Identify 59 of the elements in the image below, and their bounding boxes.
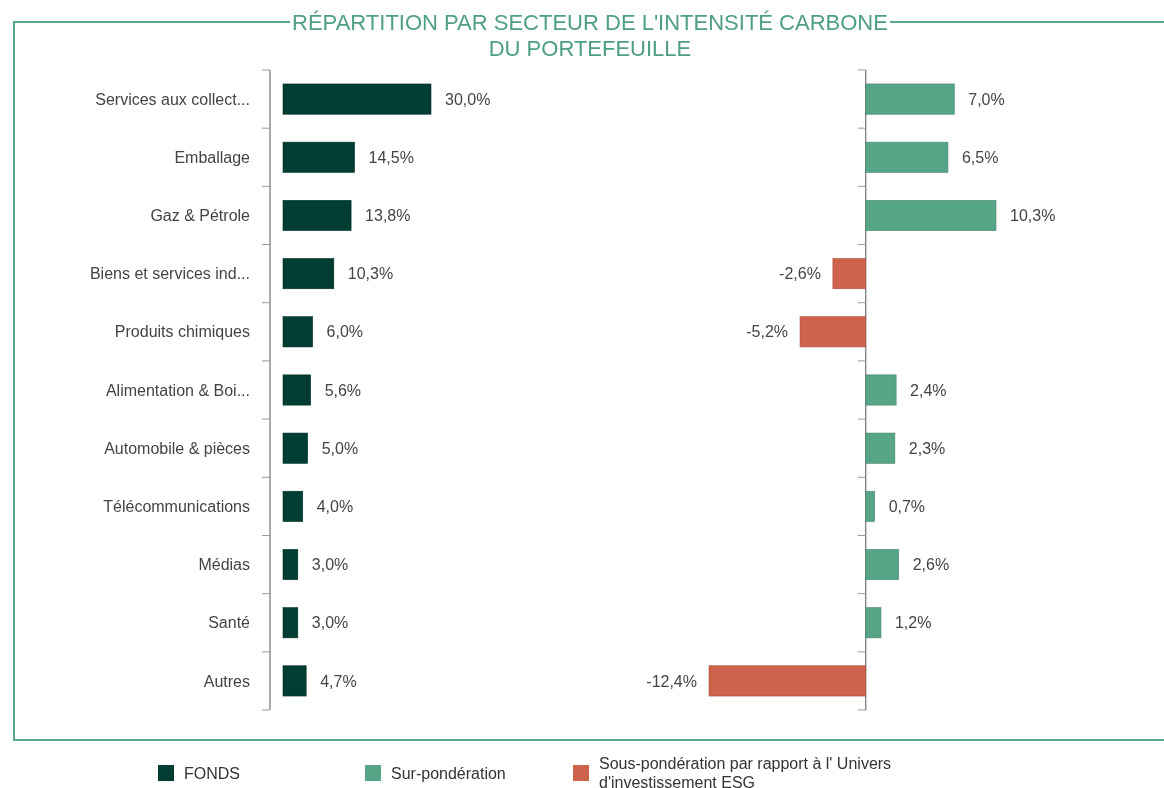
data-label: 7,0% — [968, 90, 1005, 108]
bar — [865, 374, 897, 406]
y-tick-label: Emballage — [174, 148, 251, 166]
bar — [282, 432, 308, 464]
y-tick-label: Gaz & Pétrole — [150, 207, 251, 225]
data-label: 2,4% — [910, 381, 947, 399]
y-tick-label: Télécommunications — [103, 497, 250, 515]
data-label: -2,6% — [779, 265, 821, 283]
y-tick-label: Automobile & pièces — [104, 439, 250, 457]
text: RÉPARTITION PAR SECTEUR DE L'INTENSITÉ CARBONE DU PORTEFEUILLE — [292, 10, 888, 61]
legend-label: Sur-pondération — [391, 764, 506, 782]
data-label: 6,0% — [326, 323, 364, 341]
bar — [282, 200, 352, 231]
bar — [282, 258, 335, 290]
bar — [832, 258, 867, 290]
y-tick-label: Produits chimiques — [114, 323, 250, 341]
bar — [799, 316, 867, 348]
data-label: 2,6% — [912, 556, 950, 574]
bar — [282, 549, 299, 580]
bar — [865, 432, 896, 464]
bar — [865, 607, 882, 639]
data-label: 30,0% — [445, 90, 491, 108]
data-label: 4,7% — [320, 672, 357, 690]
bar — [282, 374, 311, 406]
y-tick-label: Alimentation & Boi... — [105, 381, 250, 399]
bar — [865, 200, 997, 231]
data-label: -5,2% — [746, 323, 789, 341]
data-label: 3,0% — [311, 556, 349, 574]
bar — [282, 316, 313, 348]
bar — [865, 490, 875, 522]
legend-label: Sous-pondération par rapport à l' Univers d'investissement ESG — [599, 755, 892, 788]
bar — [282, 490, 304, 522]
bar — [865, 141, 949, 173]
data-label: 14,5% — [368, 148, 414, 166]
bar — [282, 607, 299, 639]
data-label: 5,0% — [321, 439, 359, 457]
bar — [865, 83, 955, 115]
y-tick-label: Biens et services ind... — [89, 265, 250, 283]
data-label: 4,0% — [316, 497, 354, 515]
data-label: 10,3% — [1010, 207, 1056, 225]
bar — [865, 549, 899, 580]
bar — [282, 83, 432, 115]
data-label: 2,3% — [908, 439, 946, 457]
y-tick-label: Services aux collect... — [95, 90, 250, 108]
legend-label: FONDS — [184, 764, 240, 782]
data-label: 1,2% — [894, 614, 932, 632]
bar — [282, 141, 355, 173]
bar — [282, 665, 307, 697]
y-tick-label: Autres — [203, 672, 250, 690]
data-label: 6,5% — [961, 148, 999, 166]
data-label: 5,6% — [324, 381, 362, 399]
y-tick-label: Médias — [198, 556, 250, 574]
y-tick-label: Santé — [208, 614, 251, 632]
data-label: -12,4% — [646, 672, 697, 690]
bar — [708, 665, 867, 697]
data-label: 10,3% — [347, 265, 394, 283]
data-label: 3,0% — [311, 614, 349, 632]
data-label: 13,8% — [365, 207, 411, 225]
data-label: 0,7% — [888, 497, 926, 515]
